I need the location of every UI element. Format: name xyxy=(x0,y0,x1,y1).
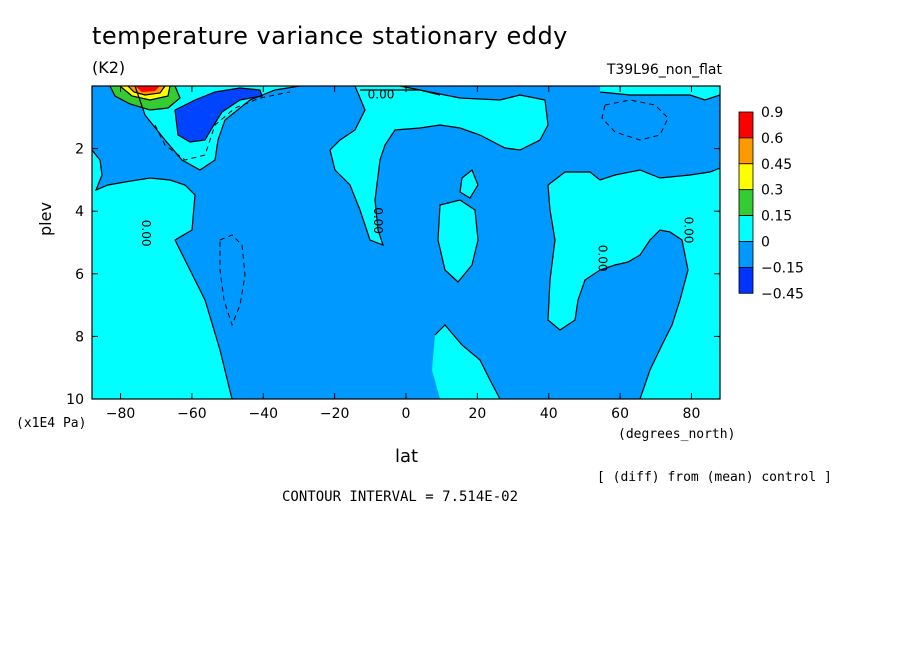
legend-label: 0.15 xyxy=(761,209,792,225)
legend-swatch xyxy=(738,163,754,191)
x-tick-label: 60 xyxy=(611,406,629,422)
contour-line-top-right xyxy=(599,91,720,101)
y-axis-unit: (x1E4 Pa) xyxy=(16,416,87,431)
region-bottom-center-cyan xyxy=(432,325,500,399)
legend-swatch xyxy=(738,241,754,268)
contour-label: 0.00 xyxy=(368,88,395,102)
region-center-blob xyxy=(438,200,478,282)
y-tick-label: 4 xyxy=(75,204,84,220)
contour-line-blob xyxy=(437,199,479,283)
contour-line-left xyxy=(92,149,233,399)
y-axis: 2 4 6 8 10 xyxy=(66,142,720,408)
contour-line-peak-3 xyxy=(127,86,166,96)
x-tick-label: 40 xyxy=(540,406,558,422)
colorbar-legend: 0.9 0.6 0.45 0.3 0.15 0 −0.15 −0.45 xyxy=(738,105,804,302)
legend-label: 0.45 xyxy=(761,157,792,173)
dashed-contour-right xyxy=(601,99,669,141)
contour-line-peak-1 xyxy=(109,86,181,111)
region-left-cyan xyxy=(92,150,232,399)
x-tick-label: −40 xyxy=(248,406,278,422)
contour-label: 0.00 xyxy=(371,207,385,234)
contour-label: 0.00 xyxy=(596,245,610,272)
y-tick-label: 6 xyxy=(75,267,84,283)
contour-line-right xyxy=(547,167,720,186)
y-tick-label: 10 xyxy=(66,392,84,408)
diff-note: [ (diff) from (mean) control ] xyxy=(597,470,832,485)
dashed-contour-left xyxy=(219,234,246,327)
x-tick-label: −80 xyxy=(106,406,136,422)
legend-label: −0.45 xyxy=(761,286,804,302)
x-tick-label: 20 xyxy=(468,406,486,422)
region-right-cyan xyxy=(548,168,720,399)
contour-line-top-strip xyxy=(360,89,441,96)
contour-fields xyxy=(92,86,720,399)
negative-contours xyxy=(154,91,669,327)
contour-interval: CONTOUR INTERVAL = 7.514E-02 xyxy=(282,489,519,505)
region-peak-red xyxy=(135,86,160,92)
y-tick-label: 2 xyxy=(75,142,84,158)
legend-label: 0.3 xyxy=(761,183,783,199)
region-small-blob xyxy=(460,170,478,198)
run-label: T39L96_non_flat xyxy=(606,62,722,78)
contour-label: 0.00 xyxy=(139,220,153,247)
x-axis-unit: (degrees_north) xyxy=(618,427,736,442)
contour-line-bottom xyxy=(434,324,501,399)
contour-lines xyxy=(92,86,720,399)
contour-label: 0.00 xyxy=(681,217,695,244)
legend-label: −0.15 xyxy=(761,260,804,276)
legend-swatch xyxy=(738,215,754,242)
contour-line-peak-2 xyxy=(119,86,171,101)
legend-swatch xyxy=(738,266,754,294)
legend-label: 0.9 xyxy=(761,105,783,121)
legend-label: 0 xyxy=(761,235,770,251)
x-tick-label: −20 xyxy=(320,406,350,422)
contour-line-negative xyxy=(174,87,263,143)
contour-labels: 0.00 0.00 0.00 0.00 0.00 xyxy=(139,88,695,272)
region-right-top-cyan xyxy=(600,86,720,100)
region-center-cyan xyxy=(330,86,548,245)
x-tick-label: 80 xyxy=(683,406,701,422)
x-axis-label: lat xyxy=(395,446,419,467)
legend-label: 0.6 xyxy=(761,131,783,147)
x-axis: −80 −60 −40 −20 0 20 40 60 80 xyxy=(106,86,701,422)
dashed-contour-top-left xyxy=(154,91,291,161)
x-tick-label: 0 xyxy=(402,406,411,422)
x-tick-label: −60 xyxy=(177,406,207,422)
legend-swatch xyxy=(738,111,754,139)
contour-line-small-blob xyxy=(459,169,479,199)
legend-swatch xyxy=(738,137,754,165)
chart-title: temperature variance stationary eddy xyxy=(92,22,568,50)
chart-units: (K2) xyxy=(92,58,126,77)
region-negative-blue xyxy=(175,88,262,142)
y-tick-label: 8 xyxy=(75,329,84,345)
legend-swatch xyxy=(738,189,754,216)
contour-line-center xyxy=(329,86,549,247)
contour-line-right-inner xyxy=(547,184,689,399)
